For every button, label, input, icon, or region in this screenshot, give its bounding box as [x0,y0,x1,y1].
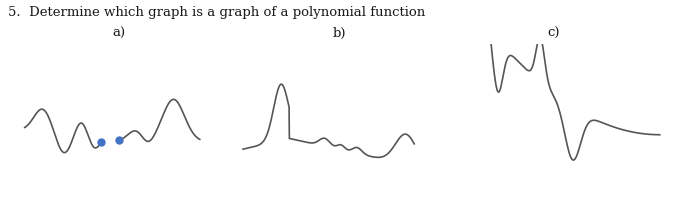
Text: 5.  Determine which graph is a graph of a polynomial function: 5. Determine which graph is a graph of a… [8,6,426,19]
Text: c): c) [547,27,559,40]
Text: a): a) [112,27,126,40]
Text: b): b) [333,27,346,40]
